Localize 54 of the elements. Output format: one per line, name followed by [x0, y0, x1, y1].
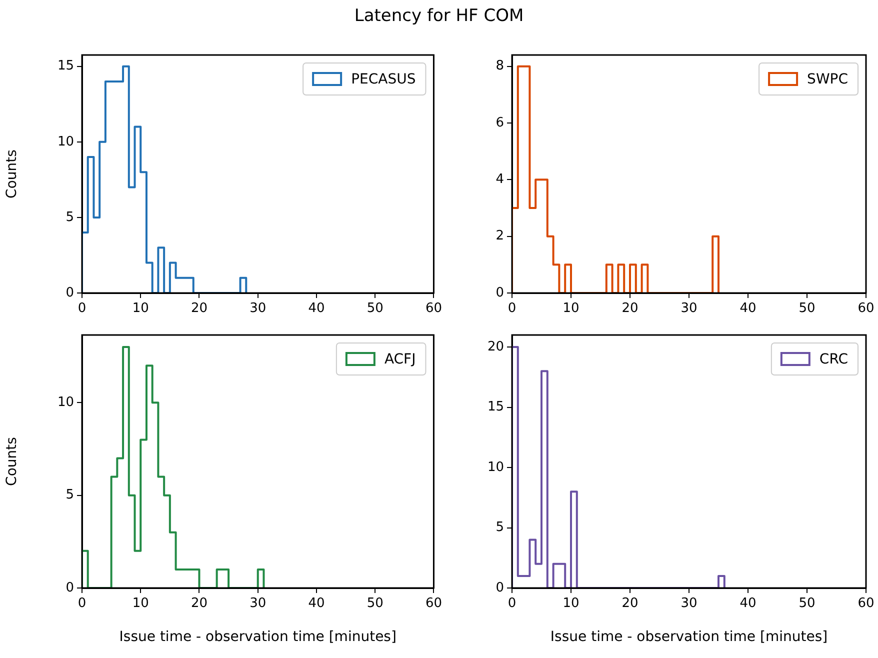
- y-tick-label: 15: [487, 400, 504, 415]
- y-tick-label: 10: [487, 460, 504, 475]
- y-tick-label: 4: [496, 172, 504, 188]
- x-tick-label: 50: [366, 301, 384, 316]
- x-tick-label: 0: [508, 596, 516, 612]
- y-tick-label: 0: [496, 580, 504, 596]
- x-tick-label: 0: [78, 596, 86, 612]
- y-tick-label: 5: [66, 210, 74, 225]
- y-tick-label: 10: [57, 134, 74, 150]
- x-tick-label: 50: [366, 596, 384, 612]
- x-tick-label: 10: [132, 301, 149, 316]
- y-tick-label: 6: [496, 115, 504, 130]
- x-axis-title: Issue time - observation time [minutes]: [119, 629, 396, 646]
- legend-label: ACFJ: [384, 352, 416, 368]
- y-tick-label: 5: [66, 488, 74, 503]
- y-tick-label: 20: [487, 339, 504, 354]
- chart-title: Latency for HF COM: [353, 6, 525, 26]
- x-tick-label: 50: [798, 596, 816, 612]
- x-tick-label: 10: [132, 596, 149, 612]
- y-axis-title: Counts: [4, 437, 20, 486]
- x-tick-label: 60: [858, 301, 874, 316]
- x-tick-label: 20: [622, 596, 638, 612]
- y-tick-label: 0: [496, 285, 504, 300]
- x-tick-label: 40: [308, 596, 325, 612]
- y-tick-label: 10: [57, 395, 74, 410]
- y-axis-title: Counts: [4, 150, 20, 198]
- x-tick-label: 30: [250, 301, 266, 316]
- x-tick-label: 20: [190, 301, 208, 316]
- y-tick-label: 15: [57, 58, 74, 74]
- x-tick-label: 30: [250, 596, 266, 612]
- x-tick-label: 40: [740, 301, 756, 316]
- legend-label: PECASUS: [351, 72, 416, 88]
- x-tick-label: 20: [622, 301, 638, 316]
- x-tick-label: 40: [308, 301, 325, 316]
- x-tick-label: 20: [190, 596, 208, 612]
- x-tick-label: 0: [508, 301, 516, 316]
- y-tick-label: 5: [496, 520, 504, 536]
- legend-label: CRC: [819, 352, 848, 368]
- legend-label: SWPC: [807, 72, 848, 88]
- y-tick-label: 0: [66, 580, 74, 596]
- x-tick-label: 50: [798, 301, 816, 316]
- x-axis-title: Issue time - observation time [minutes]: [550, 629, 828, 646]
- y-tick-label: 2: [496, 228, 504, 244]
- x-tick-label: 60: [858, 596, 874, 612]
- x-tick-label: 40: [740, 596, 756, 612]
- x-tick-label: 0: [78, 301, 86, 316]
- x-tick-label: 10: [562, 301, 580, 316]
- x-tick-label: 60: [425, 596, 442, 612]
- x-tick-label: 10: [562, 596, 580, 612]
- y-tick-label: 8: [496, 58, 504, 74]
- y-tick-label: 0: [66, 285, 74, 300]
- x-tick-label: 30: [680, 301, 698, 316]
- x-tick-label: 60: [425, 301, 442, 316]
- x-tick-label: 30: [680, 596, 698, 612]
